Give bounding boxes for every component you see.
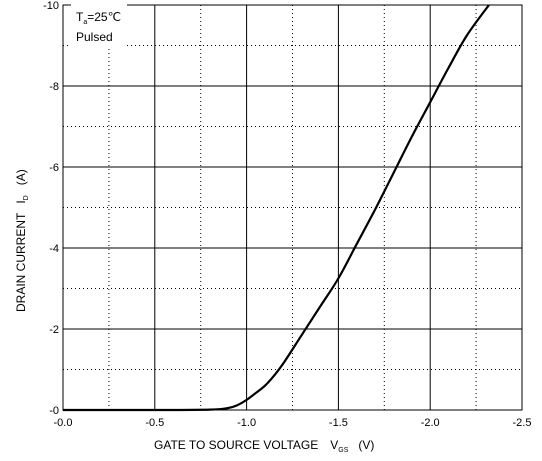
x-tick-label: -2.0	[421, 417, 440, 429]
x-tick-label: -0.0	[54, 417, 73, 429]
y-tick-label: -2	[49, 324, 59, 336]
plot-frame	[62, 4, 523, 411]
grid-lines	[63, 5, 522, 410]
annotation-bg	[71, 2, 127, 48]
data-series	[62, 4, 490, 412]
x-axis-label: GATE TO SOURCE VOLTAGE VGS (V)	[154, 438, 374, 454]
tick-labels: -0.0 -0.5 -1.0 -1.5 -2.0 -2.5 -0 -2 -4 -6 -8 -10	[43, 0, 531, 429]
y-tick-label: -10	[43, 0, 59, 12]
x-tick-label: -1.5	[329, 417, 348, 429]
annotation: Ta=25℃ Pulsed	[71, 2, 127, 48]
y-tick-label: -4	[49, 243, 59, 255]
y-axis-label: DRAIN CURRENTID(A)	[14, 169, 30, 312]
y-tick-label: -8	[49, 81, 59, 93]
x-tick-label: -2.5	[513, 417, 532, 429]
y-tick-label: -0	[49, 405, 59, 417]
annotation-line-1: Ta=25℃	[76, 10, 121, 26]
annotation-line-2: Pulsed	[76, 30, 113, 44]
x-tick-label: -1.0	[237, 417, 256, 429]
x-tick-label: -0.5	[145, 417, 164, 429]
y-tick-label: -6	[49, 162, 59, 174]
series-line	[62, 4, 490, 412]
